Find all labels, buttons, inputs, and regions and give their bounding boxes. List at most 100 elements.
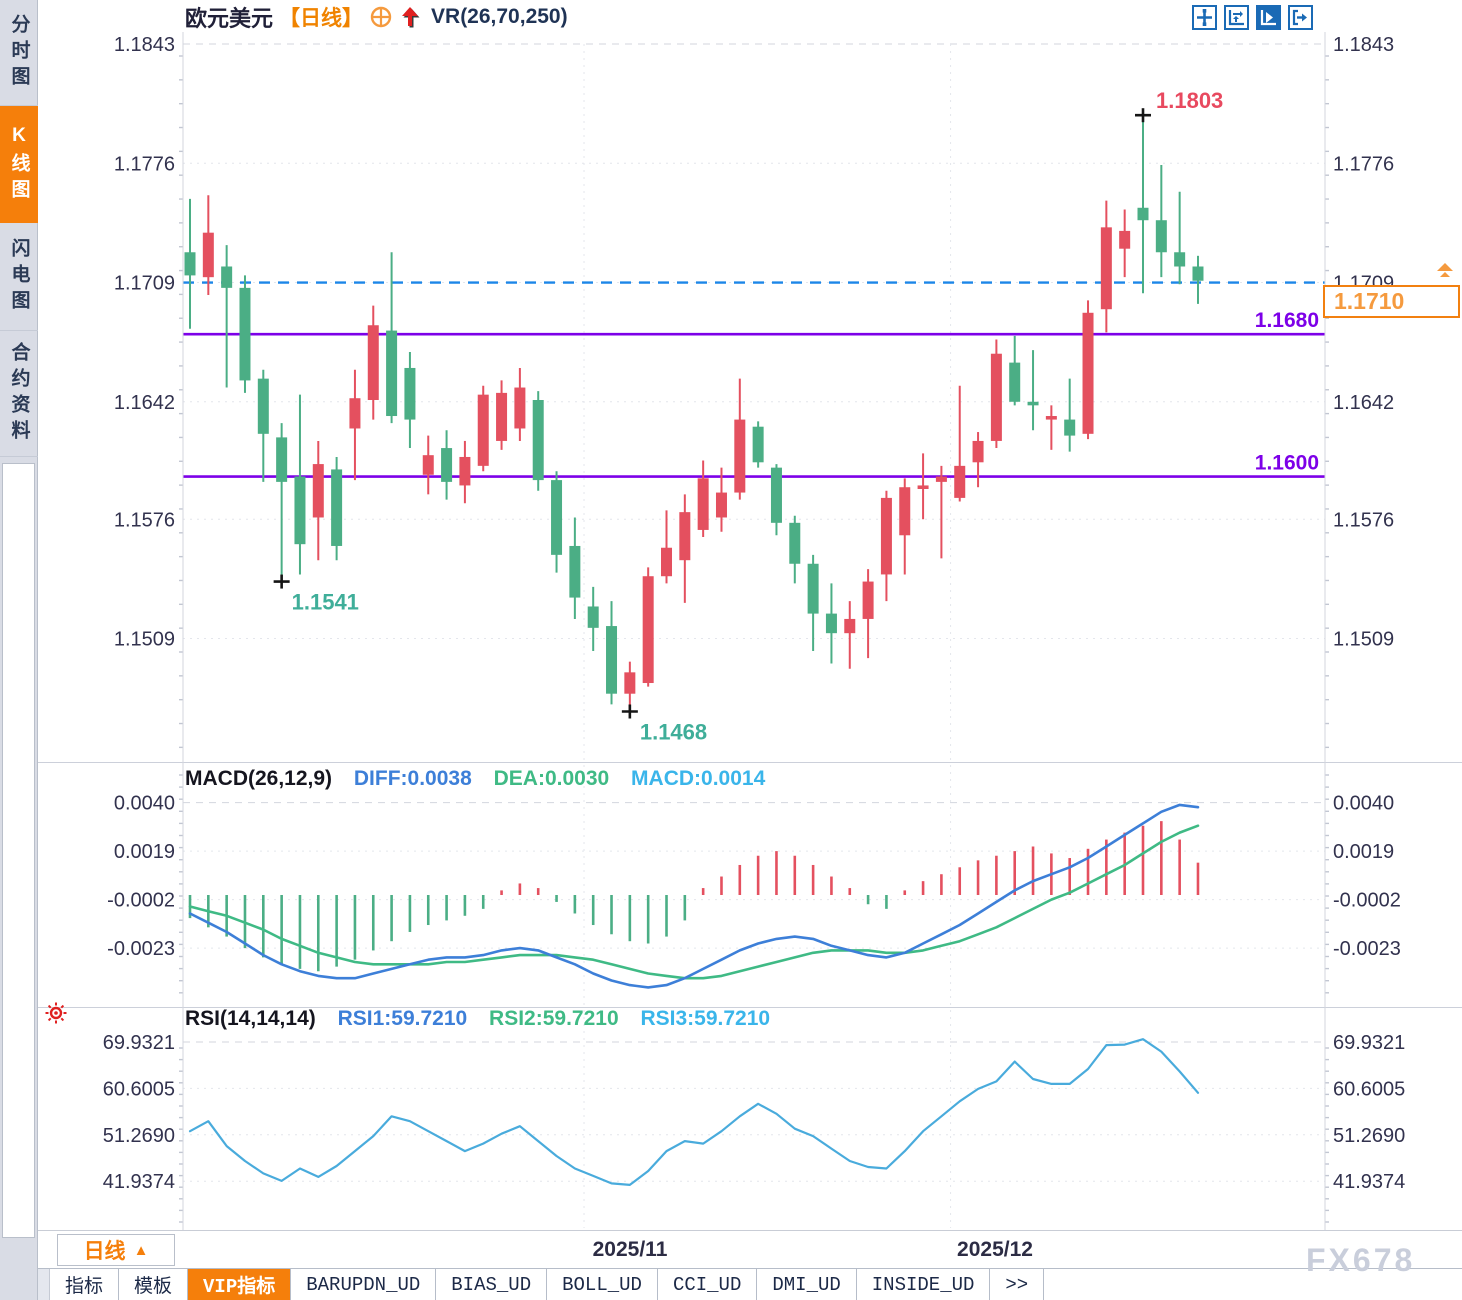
macd-diff-line xyxy=(188,803,1200,989)
tab-vip-indicators[interactable]: VIP指标 xyxy=(188,1269,292,1300)
price-axis-label-right: 1.1576 xyxy=(1333,509,1394,531)
candle-body xyxy=(1174,252,1186,267)
level-line-label: 1.1680 xyxy=(1255,309,1319,332)
price-axis-label-right: 1.1843 xyxy=(1333,34,1394,56)
macd-header: MACD(26,12,9) DIFF:0.0038 DEA:0.0030 MAC… xyxy=(185,767,765,791)
cursor-select-icon[interactable] xyxy=(1256,5,1281,30)
rsi-title: RSI(14,14,14) xyxy=(185,1007,316,1030)
candle-body xyxy=(661,547,673,577)
candle-body xyxy=(917,485,929,489)
candle-body xyxy=(972,440,984,463)
macd-axis-label-right: -0.0002 xyxy=(1333,890,1401,912)
candle-body xyxy=(184,252,196,276)
macd-axis-label-left: 0.0019 xyxy=(114,841,175,863)
candle-body xyxy=(935,476,947,482)
low-annotation: 1.1541 xyxy=(292,590,359,615)
tab-cci-ud[interactable]: CCI_UD xyxy=(657,1269,758,1300)
tab-bias-ud[interactable]: BIAS_UD xyxy=(436,1269,548,1300)
price-axis-label-left: 1.1776 xyxy=(114,153,175,175)
price-axis-label-left: 1.1843 xyxy=(114,34,175,56)
macd-dea-value: DEA:0.0030 xyxy=(493,767,610,790)
candle-body xyxy=(642,576,654,684)
tab-barupdn-ud[interactable]: BARUPDN_UD xyxy=(291,1269,437,1300)
price-axis-label-right: 1.1642 xyxy=(1333,392,1394,414)
candle-body xyxy=(1009,362,1021,402)
period-selector[interactable]: 日线 ▲ xyxy=(57,1234,175,1266)
macd-axis-label-left: -0.0023 xyxy=(107,938,175,960)
candle-body xyxy=(624,672,636,694)
candle-body xyxy=(294,476,306,545)
candle-body xyxy=(1045,416,1057,420)
chart-header: 欧元美元 【日线】 VR(26,70,250) xyxy=(185,3,568,31)
candle-body xyxy=(1100,227,1112,310)
candle-body xyxy=(587,606,599,628)
candle-body xyxy=(899,487,911,536)
candle-body xyxy=(312,464,324,518)
candle-body xyxy=(1064,419,1076,436)
candle-body xyxy=(331,469,343,546)
sidebar-item-flashchart[interactable]: 闪电图 xyxy=(0,223,38,331)
rsi-axis-label-right: 69.9321 xyxy=(1333,1032,1405,1054)
macd-dea-line xyxy=(188,824,1200,980)
macd-axis-label-left: -0.0002 xyxy=(107,890,175,912)
candle-body xyxy=(1155,220,1167,253)
candle-body xyxy=(862,581,874,619)
candle-body xyxy=(1137,207,1149,221)
low-annotation: 1.1468 xyxy=(640,720,707,745)
price-axis-label-right: 1.1509 xyxy=(1333,629,1394,651)
tab-indicators[interactable]: 指标 xyxy=(50,1269,120,1300)
candle-body xyxy=(807,563,819,614)
price-axis-label-right: 1.1776 xyxy=(1333,153,1394,175)
macd-value: MACD:0.0014 xyxy=(631,767,766,790)
tab-boll-ud[interactable]: BOLL_UD xyxy=(547,1269,658,1300)
candle-body xyxy=(569,545,581,598)
indicator-settings-icon[interactable] xyxy=(44,1001,68,1030)
candle-body xyxy=(752,426,764,463)
sidebar-empty-panel xyxy=(2,463,35,1238)
rsi-axis-label-right: 41.9374 xyxy=(1333,1171,1405,1193)
rsi-axis-label-right: 60.6005 xyxy=(1333,1078,1405,1100)
macd-axis-label-left: 0.0040 xyxy=(114,793,175,815)
move-crosshair-icon[interactable] xyxy=(1192,5,1217,30)
chart-canvas[interactable]: 1.1843 1.1843 1.1776 1.1776 1.1709 1.1709 1.16… xyxy=(0,0,1462,1230)
overlay-indicator-label: VR(26,70,250) xyxy=(431,5,568,28)
candle-body xyxy=(532,400,544,481)
tab-more[interactable]: >> xyxy=(990,1269,1045,1300)
sidebar-item-kline[interactable]: K线图 xyxy=(0,106,38,223)
xaxis-label-december: 2025/12 xyxy=(957,1238,1033,1261)
price-axis-label-left: 1.1709 xyxy=(114,273,175,295)
macd-axis-label-right: -0.0023 xyxy=(1333,938,1401,960)
rsi-line xyxy=(188,1038,1200,1187)
macd-axis-label-right: 0.0040 xyxy=(1333,793,1394,815)
rsi-axis-label-left: 69.9321 xyxy=(103,1032,175,1054)
rsi-header: RSI(14,14,14) RSI1:59.7210 RSI2:59.7210 … xyxy=(185,1007,770,1031)
candle-body xyxy=(496,392,508,441)
candle-body xyxy=(257,378,269,434)
tab-templates[interactable]: 模板 xyxy=(119,1269,189,1300)
price-up-arrow-icon xyxy=(1434,262,1456,289)
tab-inside-ud[interactable]: INSIDE_UD xyxy=(856,1269,991,1300)
sidebar: 分时图 K线图 闪电图 合约资料 xyxy=(0,0,38,1300)
period-selector-label: 日线 xyxy=(83,1240,126,1263)
pan-right-icon[interactable] xyxy=(1288,5,1313,30)
sidebar-item-timechart[interactable]: 分时图 xyxy=(0,0,38,106)
candle-body xyxy=(1027,401,1039,406)
macd-axis-label-right: 0.0019 xyxy=(1333,841,1394,863)
candle-body xyxy=(954,465,966,498)
tab-dmi-ud[interactable]: DMI_UD xyxy=(757,1269,857,1300)
candle-body xyxy=(551,480,563,555)
candle-body xyxy=(990,353,1002,441)
symbol-title: 欧元美元 xyxy=(185,6,274,31)
sidebar-item-contract-info[interactable]: 合约资料 xyxy=(0,331,38,457)
candle-body xyxy=(459,456,471,486)
rsi3-value: RSI3:59.7210 xyxy=(640,1007,771,1030)
macd-title: MACD(26,12,9) xyxy=(185,767,333,790)
candle-body xyxy=(514,387,526,429)
rsi-axis-label-right: 51.2690 xyxy=(1333,1125,1405,1147)
fit-axis-icon[interactable] xyxy=(1224,5,1249,30)
rsi1-value: RSI1:59.7210 xyxy=(337,1007,468,1030)
add-indicator-icon[interactable] xyxy=(369,5,393,29)
candle-body xyxy=(386,330,398,417)
